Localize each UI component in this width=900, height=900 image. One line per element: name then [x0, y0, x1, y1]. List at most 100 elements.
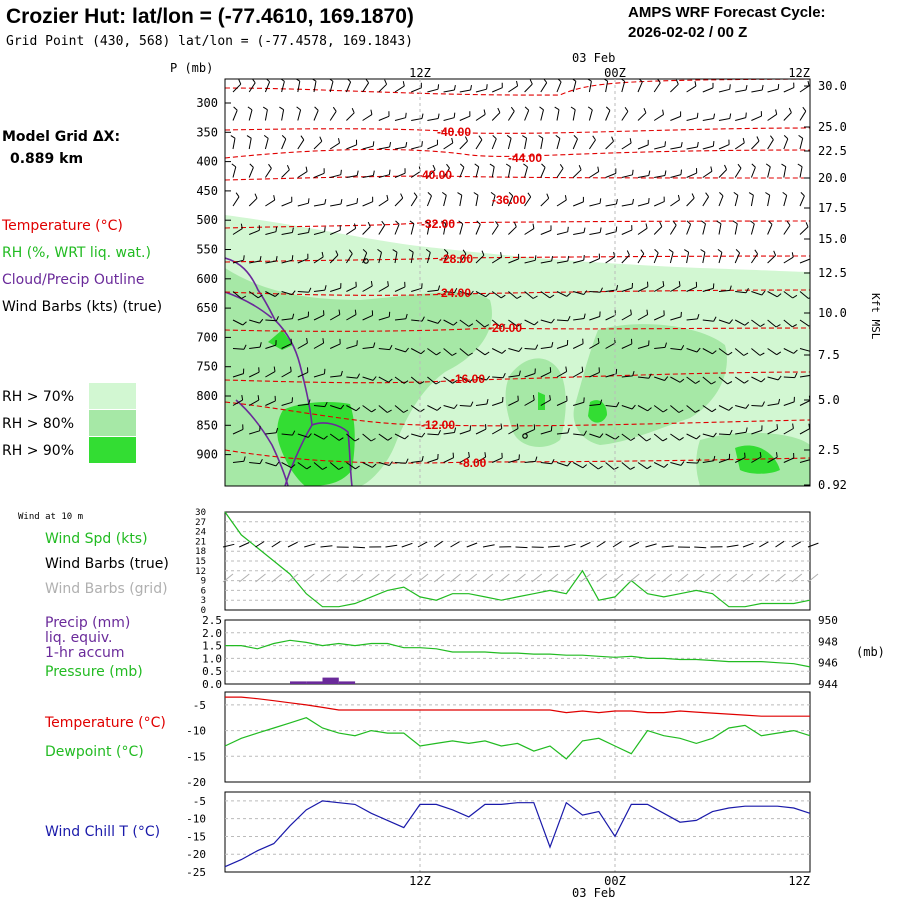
wind-barb-staff — [232, 319, 244, 326]
cloud-outline-c — [235, 399, 289, 486]
wind-barb-staff — [524, 291, 534, 299]
wind-barb-staff — [313, 172, 325, 178]
wind-barb — [605, 136, 614, 150]
wind-barb — [491, 107, 501, 121]
wind-barb-flag — [389, 142, 392, 148]
wind-barb — [329, 462, 344, 470]
wind-barb — [475, 250, 485, 264]
wind-barb-flag — [501, 349, 507, 354]
wind-barb-flag — [308, 287, 312, 293]
wind-barb-staff — [718, 118, 730, 121]
wind-barb — [265, 427, 279, 435]
wind-barb — [297, 287, 312, 293]
wind-barb-flag — [697, 313, 700, 320]
wind-barb-flag — [648, 373, 652, 379]
wind-barb — [265, 461, 280, 467]
wind-barb-staff — [265, 199, 275, 207]
wind-barb-staff — [330, 375, 342, 378]
wind-barb-staff — [556, 291, 568, 297]
wind-barb-flag — [717, 248, 723, 253]
wind-barb — [605, 226, 618, 235]
wind-barb-staff — [297, 232, 309, 235]
wind-barb — [459, 401, 474, 407]
wind-barb-staff — [589, 232, 601, 235]
wind-barb-flag — [372, 463, 377, 468]
surface-wind-barb — [352, 546, 366, 549]
wind-barb — [702, 405, 717, 413]
windchill-line — [224, 800, 811, 868]
wind-barb — [686, 141, 699, 150]
pressure-tick-label: 450 — [196, 184, 218, 198]
wind-barb-flag — [340, 370, 343, 376]
wind-barb — [570, 106, 576, 121]
wind-barb — [572, 165, 582, 178]
wind-barb-flag — [592, 135, 596, 141]
wind-barb — [330, 283, 342, 292]
wind-barb — [702, 192, 710, 207]
wind-barb-staff — [394, 318, 406, 321]
wind-barb-flag — [754, 249, 759, 255]
wind-barb-flag — [737, 163, 742, 169]
wind-barb — [783, 396, 795, 406]
wind-barb-staff — [459, 319, 469, 327]
kft-tick-label: 25.0 — [818, 120, 847, 134]
wind-barb-staff — [410, 196, 418, 207]
wind-barb — [589, 338, 600, 349]
wind-barb-staff — [362, 114, 373, 121]
kft-tick-label: 30.0 — [818, 79, 847, 93]
wind-barb-flag — [421, 316, 425, 322]
wind-barb — [297, 198, 310, 207]
wind-barb — [232, 456, 246, 463]
wind-barb — [668, 248, 674, 264]
wind-barb-staff — [329, 111, 337, 121]
wind-barb — [670, 142, 683, 150]
temp-label: -16.00 — [451, 372, 485, 386]
wind-barb-staff — [281, 433, 293, 436]
wind-barb-flag — [696, 347, 701, 353]
surface-wind-barb-grid — [352, 573, 364, 583]
wind-barb-flag — [446, 163, 450, 169]
wind-barb — [443, 112, 456, 121]
wind-barb-staff — [605, 110, 611, 121]
wind-barb-staff — [540, 109, 544, 121]
wind-barb-staff — [426, 223, 430, 235]
wind-barb-flag — [497, 107, 501, 113]
wind-barb-staff — [605, 405, 617, 408]
wind-barb-staff — [621, 142, 632, 150]
wind-barb-staff — [718, 289, 730, 292]
wind-barb-staff — [686, 146, 698, 150]
grid-point-subtitle: Grid Point (430, 568) lat/lon = (-77.457… — [6, 34, 413, 49]
rh80-region-mid — [505, 358, 566, 447]
wind-barb-staff — [718, 458, 730, 463]
wind-barb — [587, 106, 593, 121]
wind-barb-flag — [421, 455, 424, 462]
wind-barb-staff — [427, 348, 437, 356]
wind-barb-flag — [506, 134, 512, 139]
wind-barb — [781, 163, 787, 178]
pressure-unit: (mb) — [856, 645, 885, 659]
wind-barb — [313, 226, 326, 235]
wind-barb-flag — [307, 198, 310, 204]
wind-barb — [735, 288, 749, 294]
wind-barb — [621, 138, 632, 150]
wind-barb-staff — [491, 138, 497, 150]
wind-barb — [330, 404, 345, 410]
time-tick-label-top: 12Z — [788, 66, 810, 80]
wind-barb — [411, 113, 424, 121]
wind-barb — [362, 310, 374, 321]
wind-barb-staff — [654, 201, 665, 207]
wind-barb — [265, 366, 276, 378]
wind-ytick-label: 24 — [195, 528, 206, 538]
wind-barb-flag — [384, 79, 388, 85]
wind-barb-staff — [799, 291, 809, 299]
wind-barb-staff — [249, 319, 260, 324]
kft-tick-label: 5.0 — [818, 393, 840, 407]
wind-barb-flag — [713, 316, 717, 322]
wind-barb — [524, 291, 538, 299]
wind-barb — [457, 192, 463, 207]
wind-barb — [362, 221, 371, 235]
wind-barb-flag — [305, 166, 308, 172]
wind-barb-staff — [443, 432, 455, 435]
wind-barb — [394, 142, 408, 150]
wind-barb — [702, 432, 717, 438]
